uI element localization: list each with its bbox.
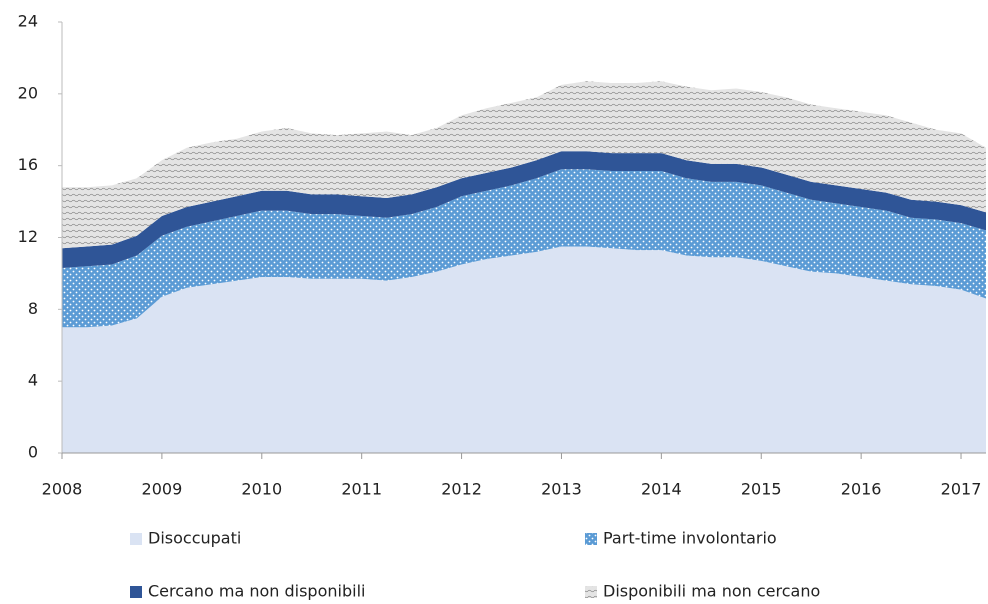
y-tick-label: 12 (18, 227, 38, 246)
y-tick-label: 4 (28, 371, 38, 390)
legend-swatch (130, 533, 142, 545)
legend-swatch (585, 533, 597, 545)
x-tick-label: 2008 (42, 480, 83, 499)
x-tick-label: 2012 (441, 480, 482, 499)
x-tick-label: 2013 (541, 480, 582, 499)
legend-label: Disoccupati (148, 529, 241, 548)
legend-swatch (585, 586, 597, 598)
x-tick-label: 2014 (641, 480, 682, 499)
area (62, 169, 986, 328)
area (62, 246, 986, 453)
y-tick-label: 8 (28, 299, 38, 318)
y-tick-label: 24 (18, 12, 38, 31)
x-tick-label: 2009 (142, 480, 183, 499)
legend-label: Disponibili ma non cercano (603, 582, 820, 601)
legend-swatch (130, 586, 142, 598)
area (62, 151, 986, 269)
x-tick-label: 2016 (841, 480, 882, 499)
y-tick-label: 20 (18, 83, 38, 102)
x-tick-label: 2017 (941, 480, 982, 499)
legend-label: Part-time involontario (603, 529, 777, 548)
y-tick-label: 16 (18, 155, 38, 174)
legend-label: Cercano ma non disponibili (148, 582, 365, 601)
y-tick-label: 0 (28, 443, 38, 462)
x-tick-label: 2010 (241, 480, 282, 499)
area (62, 81, 986, 249)
x-tick-label: 2011 (341, 480, 382, 499)
x-tick-label: 2015 (741, 480, 782, 499)
